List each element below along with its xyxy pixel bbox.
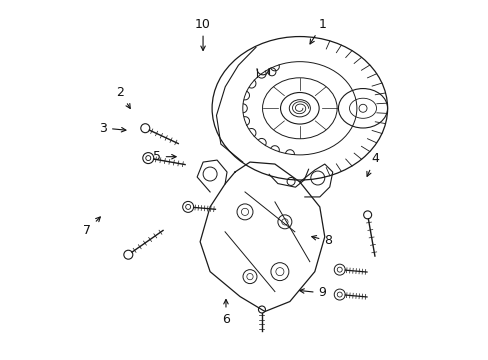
Text: 2: 2 <box>116 86 130 108</box>
Text: 9: 9 <box>299 287 326 300</box>
Text: 4: 4 <box>366 152 378 176</box>
Text: 1: 1 <box>309 18 326 44</box>
Text: 7: 7 <box>83 217 100 237</box>
Text: 6: 6 <box>222 300 229 326</box>
Text: 5: 5 <box>152 150 176 163</box>
Text: 8: 8 <box>311 234 332 247</box>
Text: 10: 10 <box>195 18 210 50</box>
Text: 3: 3 <box>99 122 125 135</box>
